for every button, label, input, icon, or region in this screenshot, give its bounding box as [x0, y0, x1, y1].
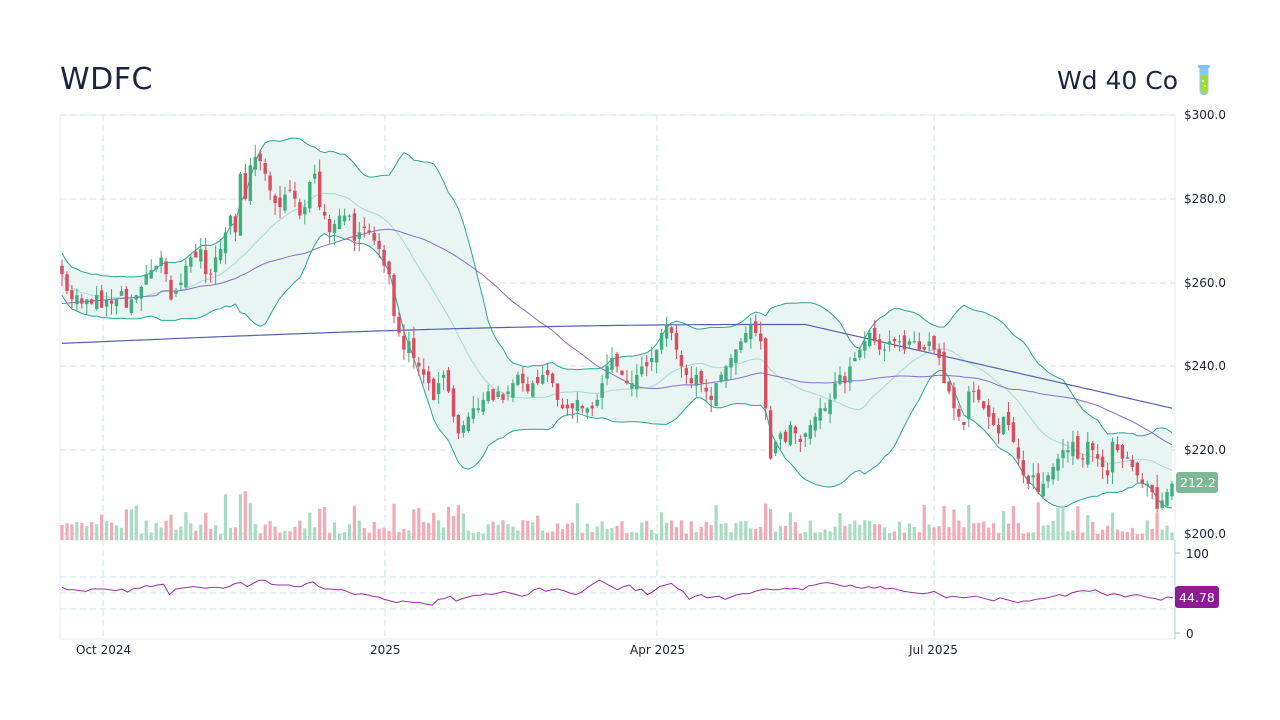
company-name: Wd 40 Co [1056, 66, 1178, 95]
moving-averages [61, 228, 1173, 446]
x-tick-2025: 2025 [370, 643, 401, 657]
test-tube-icon [1198, 65, 1210, 95]
price-tick: $300.0 [1184, 108, 1226, 122]
price-tick: $280.0 [1184, 192, 1226, 206]
volume-bars [60, 491, 1174, 540]
x-tick-jul-2025: Jul 2025 [908, 643, 958, 657]
ticker-symbol: WDFC [60, 62, 153, 97]
rsi-panel [61, 579, 1174, 606]
candlesticks [60, 144, 1174, 513]
price-tick: $240.0 [1184, 359, 1226, 373]
bollinger-bands [61, 137, 1173, 509]
price-tick: $220.0 [1184, 443, 1226, 457]
x-tick-oct-2024: Oct 2024 [76, 643, 131, 657]
current-price-label: 212.2 [1180, 475, 1216, 490]
rsi-tick: 100 [1186, 547, 1209, 561]
current-rsi-badge [1175, 586, 1219, 608]
price-tick: $200.0 [1184, 527, 1226, 541]
x-tick-apr-2025: Apr 2025 [630, 643, 685, 657]
current-price-badge [1176, 472, 1218, 493]
rsi-tick: 0 [1186, 627, 1194, 641]
current-rsi-label: 44.78 [1179, 590, 1215, 605]
price-tick: $260.0 [1184, 276, 1226, 290]
